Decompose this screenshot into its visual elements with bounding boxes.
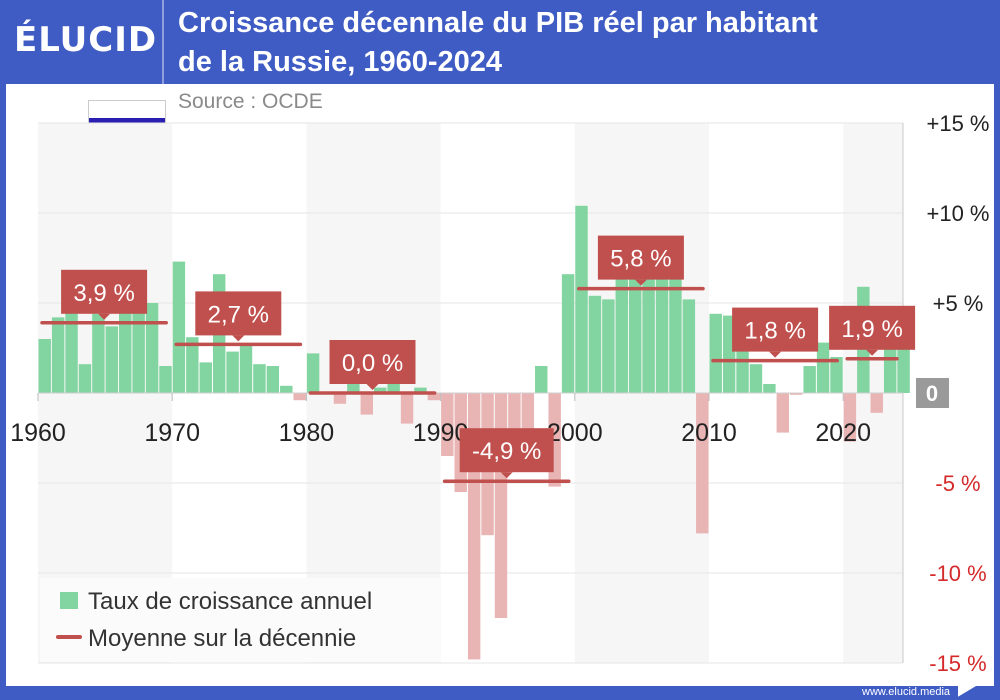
bar-2019 (830, 357, 843, 393)
y-tick-label: +15 % (927, 111, 990, 136)
y-tick-label: +10 % (927, 201, 990, 226)
bar-1983 (347, 384, 360, 393)
bar-1984 (360, 393, 373, 415)
decade-average-label: 3,9 % (73, 280, 134, 307)
bar-2013 (749, 364, 763, 393)
bar-1977 (266, 366, 280, 393)
zero-badge (916, 378, 949, 408)
legend-box (40, 578, 440, 662)
bar-1974 (226, 351, 239, 393)
bar-1968 (145, 303, 159, 393)
bar-1999 (561, 274, 575, 393)
bar-1994 (494, 393, 508, 618)
bar-2004 (628, 263, 642, 393)
bar-2018 (816, 342, 830, 393)
y-tick-label: -5 % (935, 471, 980, 496)
bar-2022 (870, 393, 883, 413)
bar-2002 (602, 299, 615, 393)
x-tick-label: 2020 (815, 419, 871, 447)
bar-1989 (427, 393, 441, 401)
decade-average-label-box (829, 305, 916, 350)
bar-1982 (333, 393, 347, 404)
bar-1967 (132, 303, 145, 393)
bar-1988 (414, 387, 427, 393)
decade-average-label-box (61, 269, 148, 314)
label-pointer (500, 472, 513, 479)
bar-2016 (790, 393, 803, 395)
bar-2015 (776, 393, 790, 433)
bar-1978 (280, 385, 293, 393)
bar-1961 (51, 317, 65, 393)
y-tick-label: +5 % (933, 291, 984, 316)
legend-label: Moyenne sur la décennie (88, 625, 356, 652)
bar-1985 (374, 387, 387, 393)
x-tick-label: 1970 (144, 419, 200, 447)
label-pointer (866, 349, 879, 356)
bar-2010 (709, 313, 722, 393)
x-tick-label: 1960 (10, 419, 66, 447)
bar-1980 (306, 353, 320, 393)
bar-1976 (253, 364, 266, 393)
bar-2000 (575, 205, 588, 393)
label-pointer (634, 279, 647, 286)
bar-2014 (763, 384, 776, 393)
bar-2003 (615, 259, 628, 393)
chart-title: Croissance décennale du PIB réel par hab… (178, 4, 978, 82)
bar-1962 (65, 310, 78, 393)
decade-average-label: 1,8 % (744, 318, 805, 345)
bar-1969 (159, 366, 172, 393)
label-pointer (98, 313, 111, 320)
bar-2009 (696, 393, 709, 534)
legend-swatch-bar (60, 592, 78, 609)
decade-average-label: 2,7 % (208, 301, 269, 328)
decade-average-label: -4,9 % (472, 438, 541, 465)
y-tick-label: -15 % (929, 651, 986, 676)
bar-1971 (186, 337, 199, 393)
header-divider (162, 0, 164, 84)
decade-average-label-box (459, 428, 554, 473)
bar-2008 (682, 299, 696, 393)
decade-average-label-box (732, 307, 819, 352)
bar-2001 (588, 295, 602, 393)
decade-average-label: 0,0 % (342, 350, 403, 377)
bar-2017 (803, 366, 816, 393)
label-pointer (366, 384, 379, 390)
bar-1997 (535, 366, 548, 393)
decade-average-label-box (329, 340, 416, 384)
website-footer[interactable]: www.elucid.media (862, 686, 951, 698)
label-pointer (232, 335, 245, 342)
bar-2020 (843, 393, 857, 442)
bar-1966 (119, 304, 132, 393)
bar-1979 (293, 393, 306, 401)
bar-1970 (172, 261, 186, 393)
x-tick-label: 1990 (413, 419, 469, 447)
source-label: Source : OCDE (178, 90, 323, 113)
bar-1975 (239, 344, 253, 393)
decade-average-label: 5,8 % (610, 246, 671, 273)
decade-average-label-box (597, 235, 684, 280)
bar-1963 (78, 364, 92, 393)
bar-1987 (400, 393, 414, 424)
bar-1990 (441, 393, 454, 456)
decade-average-label: 1,9 % (841, 316, 902, 343)
label-pointer (769, 351, 782, 358)
x-tick-label: 2010 (681, 419, 737, 447)
y-tick-label: 0 (926, 381, 938, 406)
title-line-2: de la Russie, 1960-2024 (178, 46, 503, 78)
elucid-logo: ÉLUCID (14, 20, 158, 60)
bar-1965 (105, 326, 119, 393)
decade-average-label-box (195, 291, 282, 336)
x-tick-label: 2000 (547, 419, 603, 447)
bar-1960 (38, 339, 51, 393)
bar-1972 (199, 362, 212, 393)
title-line-1: Croissance décennale du PIB réel par hab… (178, 7, 818, 39)
y-tick-label: -10 % (929, 561, 986, 586)
legend-label: Taux de croissance annuel (88, 588, 372, 615)
x-tick-label: 1980 (279, 419, 335, 447)
bar-1964 (92, 313, 105, 393)
bar-2005 (642, 276, 655, 393)
